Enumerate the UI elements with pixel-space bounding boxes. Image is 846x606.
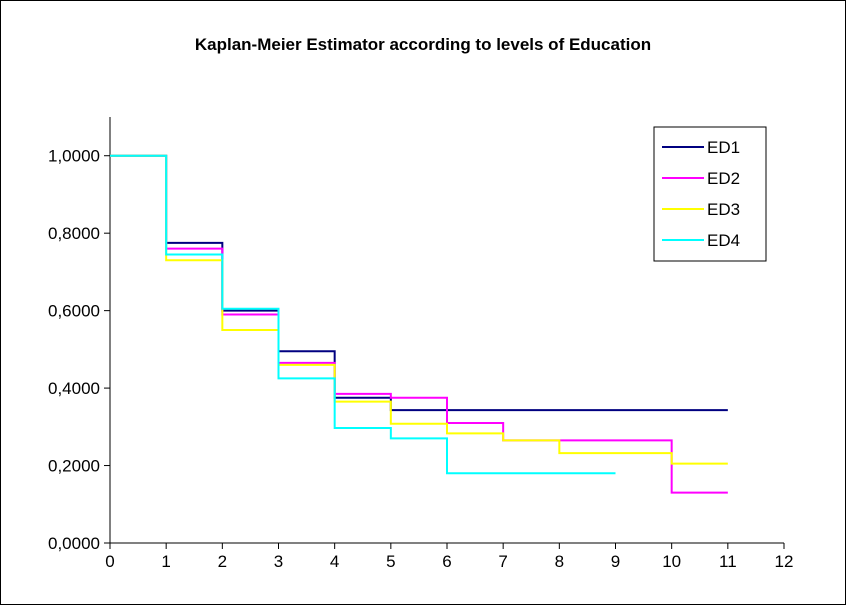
x-tick-label: 10 xyxy=(662,552,681,571)
y-tick-label: 0,8000 xyxy=(48,224,100,243)
legend-label-ed2: ED2 xyxy=(707,169,740,188)
legend-label-ed3: ED3 xyxy=(707,200,740,219)
x-tick-label: 0 xyxy=(105,552,114,571)
x-tick-label: 12 xyxy=(775,552,794,571)
y-tick-label: 0,4000 xyxy=(48,379,100,398)
series-line-ed3 xyxy=(110,154,728,465)
x-tick-label: 3 xyxy=(274,552,283,571)
x-tick-label: 2 xyxy=(218,552,227,571)
y-tick-label: 1,0000 xyxy=(48,147,100,166)
legend: ED1 ED2 ED3 ED4 xyxy=(653,126,767,262)
series-line-ed2 xyxy=(110,154,728,494)
series-layer xyxy=(110,154,728,494)
x-tick-label: 9 xyxy=(611,552,620,571)
x-tick-label: 4 xyxy=(330,552,339,571)
series-line-ed1 xyxy=(110,154,728,412)
x-tick-label: 8 xyxy=(555,552,564,571)
x-tick-label: 11 xyxy=(719,552,737,571)
legend-label-ed1: ED1 xyxy=(707,138,740,157)
y-tick-label: 0,0000 xyxy=(48,534,100,553)
y-tick-label: 0,6000 xyxy=(48,302,100,321)
chart-title: Kaplan-Meier Estimator according to leve… xyxy=(194,35,652,54)
x-tick-label: 7 xyxy=(498,552,507,571)
legend-box xyxy=(653,126,767,262)
y-tick-label: 0,2000 xyxy=(48,457,100,476)
x-tick-label: 5 xyxy=(386,552,395,571)
x-tick-label: 1 xyxy=(161,552,170,571)
series-line-ed4 xyxy=(110,154,616,475)
x-tick-label: 6 xyxy=(442,552,451,571)
legend-label-ed4: ED4 xyxy=(707,231,740,250)
